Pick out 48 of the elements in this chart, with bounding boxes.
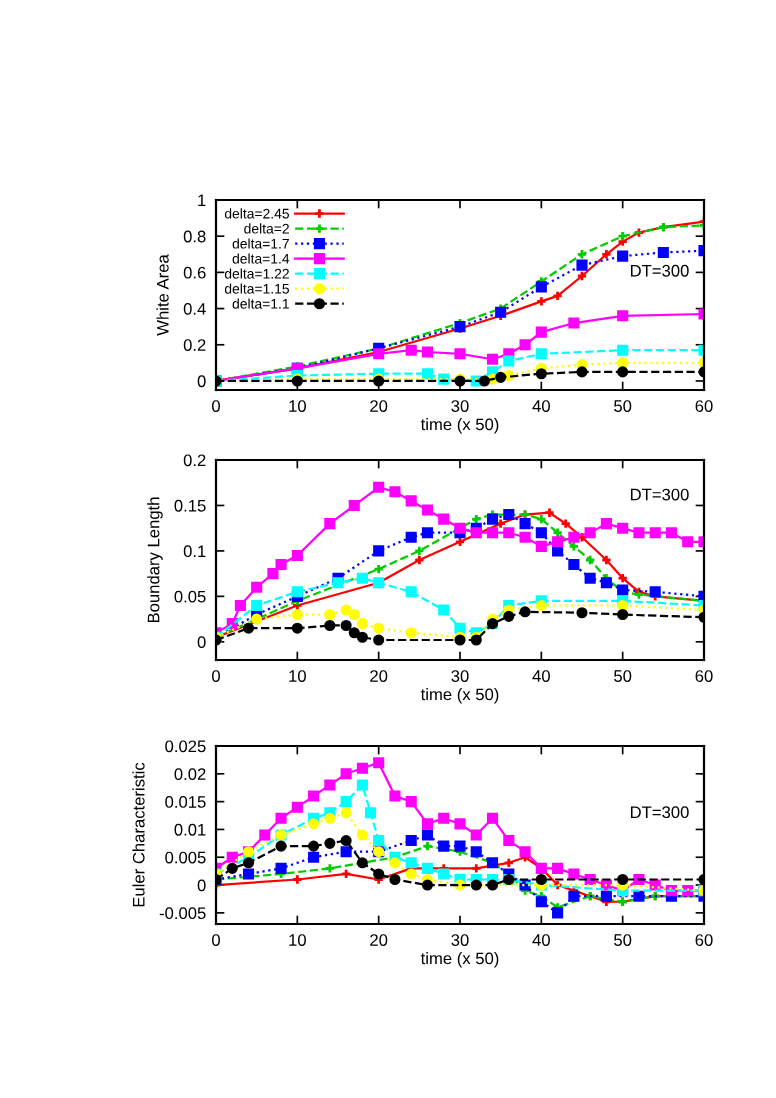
y-tick-label: 0.05 [174, 590, 206, 603]
y-tick-label: 1 [198, 194, 206, 207]
y-tick-label: 0.1 [183, 545, 206, 558]
y-axis-title: Boundary Length [147, 497, 163, 623]
x-tick-label: 50 [614, 670, 632, 682]
x-tick-label: 10 [289, 400, 306, 412]
y-tick-label: 0.2 [183, 339, 206, 351]
x-tick-label: 40 [532, 400, 550, 412]
x-tick-label: 0 [212, 934, 220, 946]
x-tick-label: 30 [451, 400, 469, 412]
y-tick-label: 0.6 [183, 266, 206, 279]
y-tick-label: 0.02 [174, 768, 206, 781]
x-tick-label: 0 [212, 400, 220, 412]
y-tick-label: 0.4 [183, 302, 206, 315]
x-tick-label: 50 [614, 400, 632, 412]
y-tick-label: 0 [197, 636, 206, 649]
y-tick-label: 0 [197, 879, 206, 892]
x-tick-label: 20 [370, 400, 388, 412]
x-tick-label: 20 [370, 934, 388, 946]
annotation: DT=300 [630, 264, 689, 277]
x-tick-label: 10 [289, 670, 306, 682]
y-axis-title: Euler Characteristic [132, 762, 145, 907]
x-axis-title: time (x 50) [420, 418, 499, 434]
x-tick-label: 60 [695, 400, 713, 412]
x-axis-title: time (x 50) [420, 952, 499, 968]
y-tick-label: 0.005 [165, 851, 206, 864]
x-tick-label: 30 [451, 670, 469, 682]
y-tick-label: 0.8 [183, 230, 206, 243]
y-tick-label: 0.2 [183, 454, 206, 467]
y-tick-label: 0 [197, 375, 206, 388]
x-tick-label: 50 [614, 934, 632, 946]
x-tick-label: 10 [289, 934, 306, 946]
y-tick-label: 0.01 [174, 823, 206, 836]
x-tick-label: 60 [695, 670, 713, 682]
annotation: DT=300 [630, 488, 689, 501]
y-tick-label: 0.015 [165, 796, 206, 808]
y-tick-label: 0.025 [165, 740, 206, 753]
x-tick-label: 20 [370, 670, 388, 682]
y-tick-label: 0.15 [174, 499, 206, 512]
x-tick-label: 60 [695, 934, 713, 946]
y-axis-title: White Area [156, 254, 169, 336]
x-tick-label: 0 [212, 670, 220, 682]
x-tick-label: 30 [451, 934, 469, 946]
x-tick-label: 40 [532, 934, 550, 946]
x-axis-title: time (x 50) [420, 688, 499, 704]
y-tick-label: -0.005 [159, 907, 206, 920]
annotation: DT=300 [630, 806, 689, 819]
x-tick-label: 40 [532, 670, 550, 682]
